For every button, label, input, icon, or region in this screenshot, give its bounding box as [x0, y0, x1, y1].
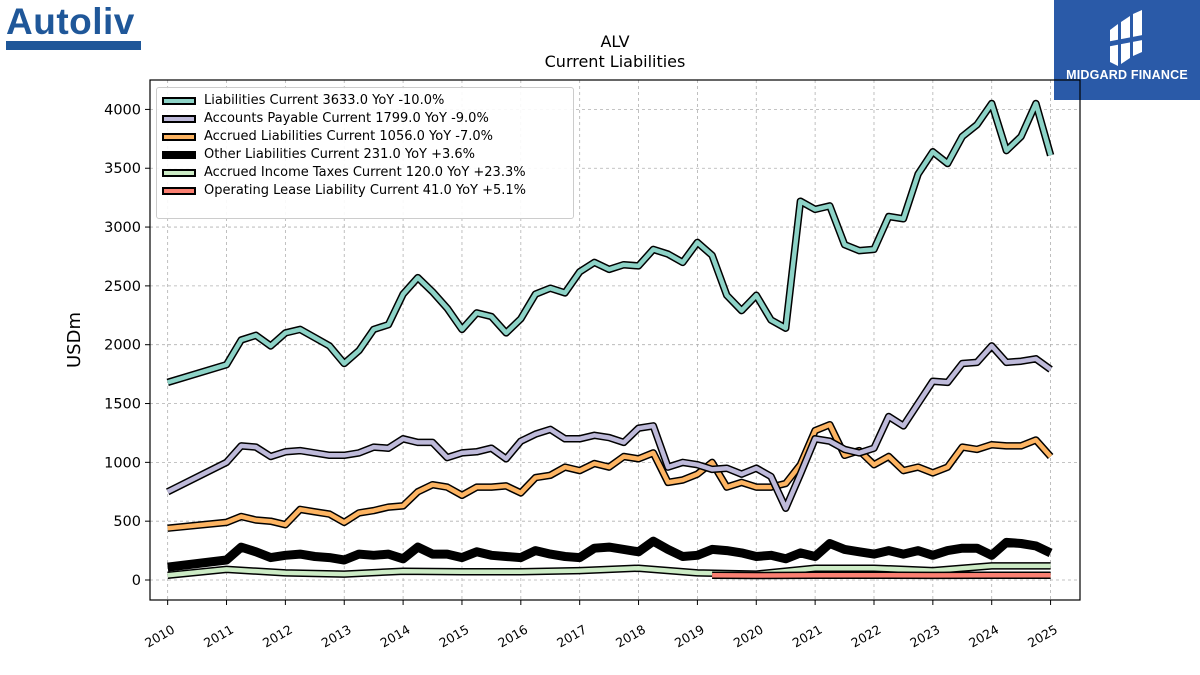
plot-frame: [149, 79, 1081, 601]
midgard-emblem-icon: [1106, 10, 1148, 66]
x-tick-label: 2014: [378, 622, 413, 651]
legend-item-accrued-liabilities-current: Accrued Liabilities Current 1056.0 YoY -…: [157, 128, 573, 146]
y-tick-label: 0: [132, 573, 141, 589]
x-tick-label: 2025: [1025, 622, 1060, 651]
chart-title: ALV: [600, 32, 630, 51]
y-tick-label: 3000: [104, 220, 141, 236]
legend-label: Other Liabilities Current 231.0 YoY +3.6…: [204, 147, 476, 162]
x-tick-label: 2015: [436, 622, 471, 651]
legend-label: Accrued Liabilities Current 1056.0 YoY -…: [204, 129, 493, 144]
legend-swatch: [162, 97, 196, 105]
autoliv-logo: Autoliv: [6, 1, 135, 42]
legend-label: Operating Lease Liability Current 41.0 Y…: [204, 183, 527, 198]
x-tick-label: 2017: [554, 622, 589, 651]
series-line-accrued-liabilities-current: [167, 422, 1053, 531]
legend-swatch: [162, 169, 196, 177]
y-tick-label: 1000: [104, 455, 141, 471]
autoliv-logo-underline: [6, 41, 141, 50]
legend-swatch: [162, 151, 196, 159]
x-tick-label: 2013: [319, 622, 354, 651]
y-tick-label: 4000: [104, 102, 141, 118]
legend-item-other-liabilities-current: Other Liabilities Current 231.0 YoY +3.6…: [157, 146, 573, 164]
legend-label: Accrued Income Taxes Current 120.0 YoY +…: [204, 165, 526, 180]
x-tick-label: 2021: [790, 622, 825, 651]
legend-item-accounts-payable-current: Accounts Payable Current 1799.0 YoY -9.0…: [157, 110, 573, 128]
x-tick-label: 2012: [260, 622, 295, 651]
legend-item-liabilities-current: Liabilities Current 3633.0 YoY -10.0%: [157, 92, 573, 110]
series-line-accounts-payable-current: [166, 343, 1052, 511]
legend-label: Liabilities Current 3633.0 YoY -10.0%: [204, 93, 445, 108]
midgard-finance-logo: MIDGARD FINANCE: [1054, 0, 1200, 100]
series-line-other-liabilities-current: [167, 536, 1053, 572]
chart-legend: Liabilities Current 3633.0 YoY -10.0% Acc…: [156, 87, 574, 219]
midgard-finance-wordmark: MIDGARD FINANCE: [1066, 68, 1188, 82]
legend-swatch: [162, 115, 196, 123]
series-outline-accounts-payable-current: [166, 342, 1053, 512]
legend-item-operating-lease-liability-current: Operating Lease Liability Current 41.0 Y…: [157, 182, 573, 200]
series-line-liabilities-current: [167, 101, 1053, 385]
legend-item-accrued-income-taxes-current: Accrued Income Taxes Current 120.0 YoY +…: [157, 164, 573, 182]
x-tick-label: 2024: [966, 622, 1001, 651]
y-tick-label: 1500: [104, 397, 141, 413]
chart-subtitle: Current Liabilities: [544, 52, 686, 71]
x-tick-label: 2011: [201, 622, 236, 651]
y-tick-label: 2000: [104, 338, 141, 354]
x-tick-label: 2022: [848, 622, 883, 651]
x-tick-label: 2023: [907, 622, 942, 651]
x-tick-label: 2018: [613, 622, 648, 651]
y-tick-label: 2500: [104, 279, 141, 295]
legend-label: Accounts Payable Current 1799.0 YoY -9.0…: [204, 111, 489, 126]
x-tick-label: 2020: [731, 622, 766, 651]
legend-swatch: [162, 133, 196, 141]
y-axis-label: USDm: [64, 312, 85, 368]
x-tick-label: 2016: [495, 622, 530, 651]
y-tick-label: 500: [113, 514, 141, 530]
series-line-accrued-income-taxes-current: [167, 563, 1051, 578]
x-tick-label: 2010: [142, 622, 177, 651]
x-tick-label: 2019: [672, 622, 707, 651]
legend-swatch: [162, 187, 196, 195]
y-tick-label: 3500: [104, 161, 141, 177]
